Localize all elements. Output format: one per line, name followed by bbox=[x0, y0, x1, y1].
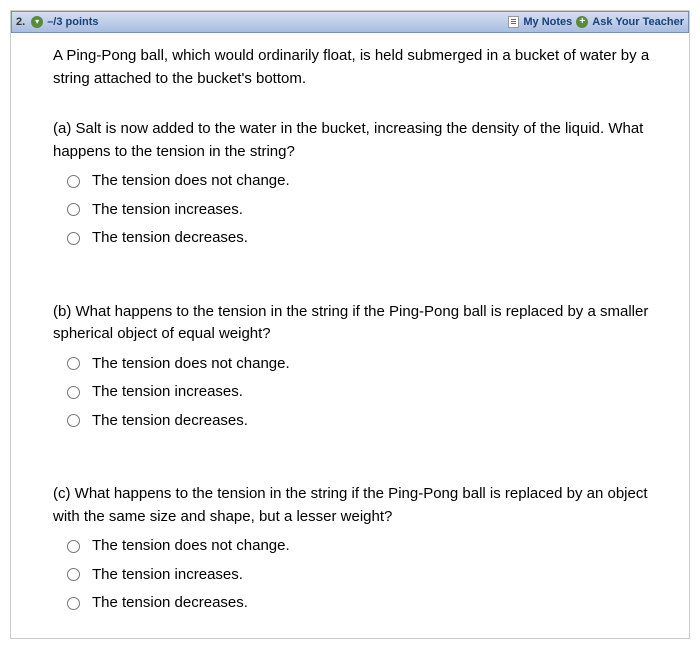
part-a-radio-2[interactable] bbox=[67, 232, 80, 245]
part-b-option-2: The tension decreases. bbox=[53, 407, 669, 436]
part-c-question: (c) What happens to the tension in the s… bbox=[53, 483, 669, 528]
part-c-radio-1[interactable] bbox=[67, 568, 80, 581]
part-b: (b) What happens to the tension in the s… bbox=[53, 301, 669, 436]
header-right: My Notes + Ask Your Teacher bbox=[508, 16, 684, 28]
part-c-option-0: The tension does not change. bbox=[53, 532, 669, 561]
part-c-option-2: The tension decreases. bbox=[53, 589, 669, 618]
question-header: 2. ▾ –/3 points My Notes + Ask Your Teac… bbox=[11, 11, 689, 33]
part-a-option-1: The tension increases. bbox=[53, 196, 669, 225]
part-c-radio-0[interactable] bbox=[67, 540, 80, 553]
part-a-label-2[interactable]: The tension decreases. bbox=[92, 227, 248, 250]
part-c-label-2[interactable]: The tension decreases. bbox=[92, 592, 248, 615]
points-text: –/3 points bbox=[47, 16, 98, 28]
problem-intro: A Ping-Pong ball, which would ordinarily… bbox=[53, 45, 669, 90]
part-b-radio-1[interactable] bbox=[67, 386, 80, 399]
part-a-question: (a) Salt is now added to the water in th… bbox=[53, 118, 669, 163]
question-container: 2. ▾ –/3 points My Notes + Ask Your Teac… bbox=[10, 10, 690, 639]
part-b-label-2[interactable]: The tension decreases. bbox=[92, 410, 248, 433]
question-body: A Ping-Pong ball, which would ordinarily… bbox=[13, 33, 689, 638]
part-a-radio-0[interactable] bbox=[67, 175, 80, 188]
part-a-option-0: The tension does not change. bbox=[53, 167, 669, 196]
part-b-radio-0[interactable] bbox=[67, 357, 80, 370]
part-b-option-1: The tension increases. bbox=[53, 378, 669, 407]
part-c-radio-2[interactable] bbox=[67, 597, 80, 610]
part-b-question: (b) What happens to the tension in the s… bbox=[53, 301, 669, 346]
part-c-label-0[interactable]: The tension does not change. bbox=[92, 535, 290, 558]
header-left: 2. ▾ –/3 points bbox=[16, 16, 99, 28]
part-b-radio-2[interactable] bbox=[67, 414, 80, 427]
part-a-label-1[interactable]: The tension increases. bbox=[92, 199, 243, 222]
part-b-label-0[interactable]: The tension does not change. bbox=[92, 353, 290, 376]
arrow-down-icon[interactable]: ▾ bbox=[31, 16, 43, 28]
part-c-option-1: The tension increases. bbox=[53, 561, 669, 590]
ask-teacher-link[interactable]: Ask Your Teacher bbox=[592, 16, 684, 28]
part-a-label-0[interactable]: The tension does not change. bbox=[92, 170, 290, 193]
part-b-option-0: The tension does not change. bbox=[53, 350, 669, 379]
part-a: (a) Salt is now added to the water in th… bbox=[53, 118, 669, 253]
notes-icon[interactable] bbox=[508, 16, 519, 28]
part-c-label-1[interactable]: The tension increases. bbox=[92, 564, 243, 587]
part-a-radio-1[interactable] bbox=[67, 203, 80, 216]
question-number: 2. bbox=[16, 16, 25, 28]
part-c: (c) What happens to the tension in the s… bbox=[53, 483, 669, 618]
part-a-option-2: The tension decreases. bbox=[53, 224, 669, 253]
part-b-label-1[interactable]: The tension increases. bbox=[92, 381, 243, 404]
my-notes-link[interactable]: My Notes bbox=[523, 16, 572, 28]
plus-icon[interactable]: + bbox=[576, 16, 588, 28]
